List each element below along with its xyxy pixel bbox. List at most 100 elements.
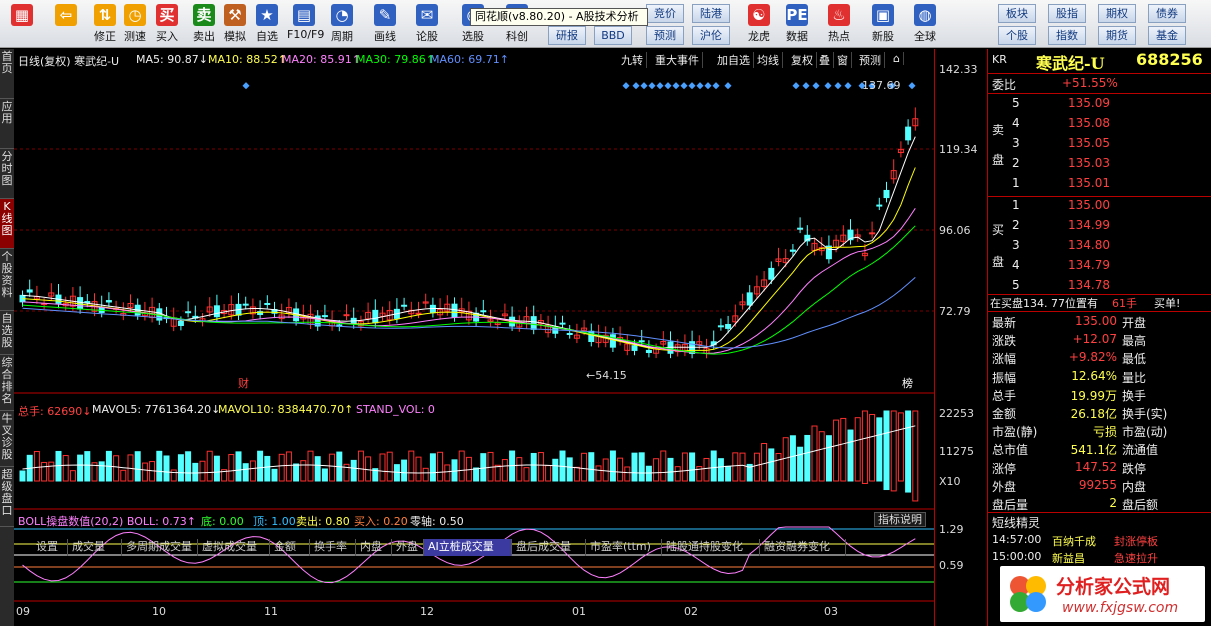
volume-bar	[321, 468, 328, 482]
indicator-tab[interactable]: AI立桩成交量	[424, 539, 512, 556]
kline-chart-area[interactable]: 日线(复权) 寒武纪-U MA5: 90.87↓ MA10: 88.52↑ MA…	[14, 49, 934, 626]
toolbar-text-button[interactable]: 债券	[1148, 4, 1186, 23]
buy-price[interactable]: 135.00	[1068, 198, 1110, 212]
toolbar-text-button[interactable]: 板块	[998, 4, 1036, 23]
sell-price[interactable]: 135.01	[1068, 176, 1110, 190]
leftnav-item[interactable]: 综合排名	[0, 355, 14, 411]
toolbar-ipo-button[interactable]: ▣ 新股	[866, 2, 900, 46]
toolbar-f10-button[interactable]: ▤ F10/F9	[287, 2, 324, 46]
weibi-value: +51.55%	[1062, 76, 1118, 90]
boll-label: BOLL操盘数值(20,2) BOLL: 0.73↑	[18, 515, 197, 528]
chart-header-button[interactable]: 均线	[754, 52, 783, 68]
leftnav-item[interactable]: K线图	[0, 199, 14, 249]
leftnav-item[interactable]: 个股资料	[0, 249, 14, 311]
sell-price[interactable]: 135.09	[1068, 96, 1110, 110]
mairu-label: 买入: 0.20	[354, 515, 408, 528]
ma20-line	[22, 208, 916, 354]
indicator-tab[interactable]: 陆股通持股变化	[662, 539, 760, 556]
leftnav-item[interactable]: 首页	[0, 49, 14, 99]
volume-bar	[221, 469, 228, 482]
buy-price[interactable]: 134.99	[1068, 218, 1110, 232]
toolbar-period-button[interactable]: ◔ 周期	[325, 2, 359, 46]
toolbar-dragon-button[interactable]: ☯ 龙虎	[742, 2, 776, 46]
volume-bar	[170, 469, 177, 482]
toolbar-text-button[interactable]: 个股	[998, 26, 1036, 45]
toolbar-hot-button[interactable]: ♨ 热点	[822, 2, 856, 46]
volume-tick: X10	[939, 475, 961, 488]
volume-bar	[285, 451, 292, 482]
x-axis-label: 03	[824, 605, 838, 618]
sell-price[interactable]: 135.05	[1068, 136, 1110, 150]
toolbar-text-button[interactable]: BBD	[594, 26, 632, 45]
chart-header-button[interactable]: 加自选	[714, 52, 754, 68]
buy-price[interactable]: 134.80	[1068, 238, 1110, 252]
leftnav-item[interactable]: 自选股	[0, 311, 14, 355]
toolbar-text-button[interactable]: 竞价	[646, 4, 684, 23]
indicator-help-button[interactable]: 指标说明	[874, 512, 926, 527]
toolbar-text-button[interactable]: 期权	[1098, 4, 1136, 23]
indicator-tab[interactable]: 盘后成交量	[512, 539, 586, 556]
short-stock[interactable]: 百纳千成	[1052, 535, 1096, 548]
toolbar-star-button[interactable]: ★ 自选	[250, 2, 284, 46]
indicator-tab[interactable]: 金额	[270, 539, 310, 556]
chart-header-button[interactable]: 九转	[618, 52, 647, 68]
toolbar-text-button[interactable]: 研报	[548, 26, 586, 45]
indicator-tab[interactable]: 设置	[32, 539, 68, 556]
candle-body	[624, 343, 631, 351]
chart-header-button[interactable]: 重大事件	[652, 52, 703, 68]
indicator-tick: 0.59	[939, 559, 964, 572]
event-marker	[704, 82, 712, 90]
stat-value: 2	[1109, 496, 1117, 510]
volume-bar	[689, 452, 696, 482]
toolbar-clock-button[interactable]: ◷ 测速	[118, 2, 152, 46]
indicator-tab[interactable]: 市盈率(ttm)	[586, 539, 662, 556]
leftnav-item[interactable]: 超级盘口	[0, 467, 14, 527]
leftnav-item[interactable]: 分时图	[0, 149, 14, 199]
toolbar-windows-button[interactable]: ▦	[4, 2, 40, 46]
clover-logo-icon	[1010, 576, 1046, 612]
toolbar-text-button[interactable]: 基金	[1148, 26, 1186, 45]
buy-price[interactable]: 134.79	[1068, 258, 1110, 272]
indicator-tab[interactable]: 多周期成交量	[122, 539, 198, 556]
indicator-tab[interactable]: 换手率	[310, 539, 356, 556]
toolbar-text-button[interactable]: 预测	[646, 26, 684, 45]
chart-header-button[interactable]: 叠	[816, 52, 834, 68]
indicator-tab[interactable]: 内盘	[356, 539, 392, 556]
indicator-tab[interactable]: 融资融券变化	[760, 539, 846, 556]
buy-price[interactable]: 134.78	[1068, 278, 1110, 292]
chart-header-button[interactable]: 复权	[788, 52, 817, 68]
indicator-tab[interactable]: 成交量	[68, 539, 122, 556]
toolbar-buy-button[interactable]: 买买入	[150, 2, 184, 46]
stat-label-2: 开盘	[1122, 316, 1147, 330]
short-stock[interactable]: 新益昌	[1052, 552, 1085, 565]
dragon-icon: ☯	[748, 4, 770, 26]
stat-label-2: 跌停	[1122, 461, 1147, 476]
volume-bar	[660, 450, 667, 482]
toolbar-text-button[interactable]: 股指	[1048, 4, 1086, 23]
toolbar-pencil-button[interactable]: ✎ 画线	[368, 2, 402, 46]
leftnav-item[interactable]: 牛叉诊股	[0, 411, 14, 467]
indicator-tab[interactable]: 外盘	[392, 539, 424, 556]
event-marker	[802, 82, 810, 90]
leftnav-item[interactable]: 应用	[0, 99, 14, 149]
toolbar-chat-button[interactable]: ✉ 论股	[410, 2, 444, 46]
toolbar-text-button[interactable]: 沪伦	[692, 26, 730, 45]
indicator-tab[interactable]: 虚拟成交量	[198, 539, 270, 556]
sell-price[interactable]: 135.08	[1068, 116, 1110, 130]
toolbar-text-button[interactable]: 陆港	[692, 4, 730, 23]
chart-header-button[interactable]: 窗	[834, 52, 852, 68]
chart-header-button[interactable]: ⌂	[890, 52, 904, 65]
toolbar-text-button[interactable]: 指数	[1048, 26, 1086, 45]
volume-bar	[365, 456, 372, 482]
chart-header-button[interactable]: 预测	[856, 52, 885, 68]
toolbar-globe-button[interactable]: ◍ 全球	[908, 2, 942, 46]
toolbar-pe-button[interactable]: PE 数据	[780, 2, 814, 46]
toolbar-hammer-button[interactable]: ⚒ 模拟	[218, 2, 252, 46]
toolbar-back-arrow-button[interactable]: ⇦	[48, 2, 84, 46]
volume-bar	[797, 446, 804, 482]
toolbar-text-button[interactable]: 期货	[1098, 26, 1136, 45]
toolbar-sell-button[interactable]: 卖卖出	[187, 2, 221, 46]
sell-price[interactable]: 135.03	[1068, 156, 1110, 170]
toolbar-arrow-updown-button[interactable]: ⇅ 修正	[88, 2, 122, 46]
buy-level: 2	[1012, 218, 1020, 232]
